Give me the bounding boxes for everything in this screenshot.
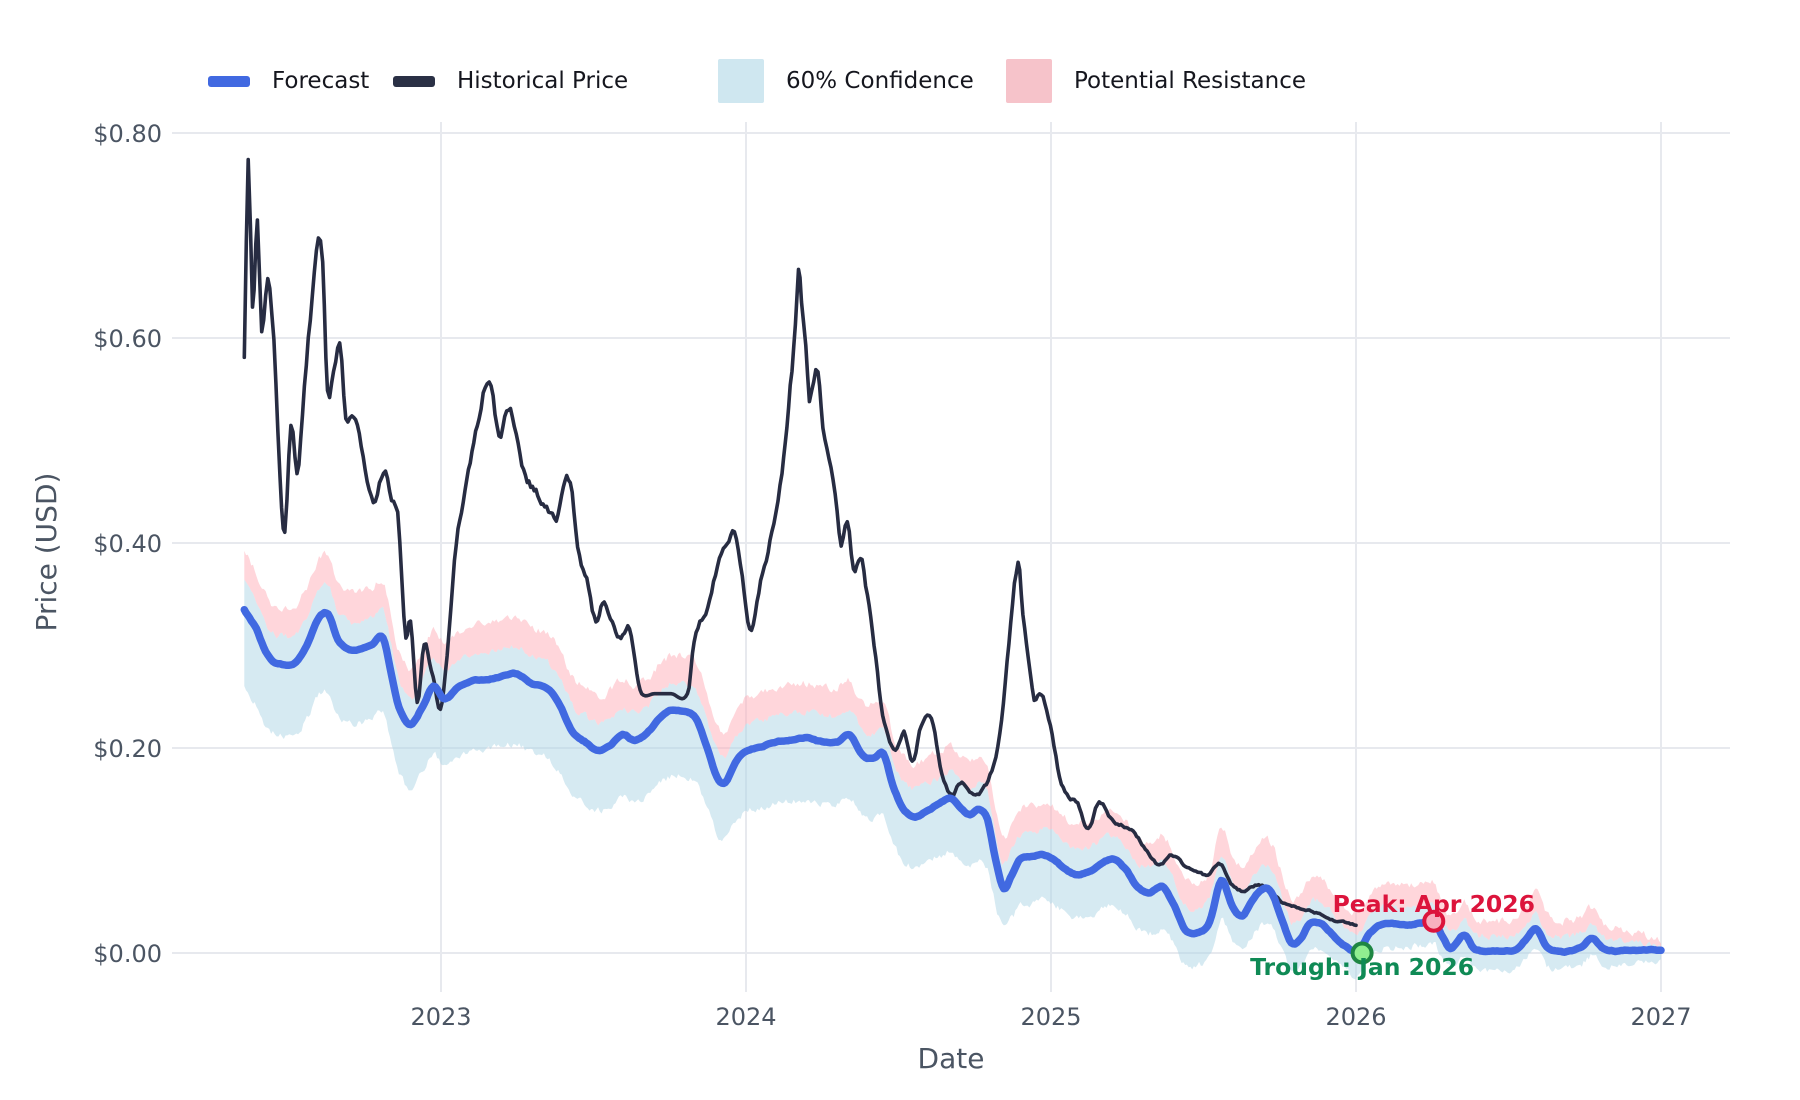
grid-layer — [172, 122, 1730, 992]
confidence-band-swatch-icon — [718, 59, 764, 103]
legend-label-forecast: Forecast — [272, 68, 370, 94]
y-tick-label: $0.80 — [93, 120, 162, 148]
plot-layer — [240, 157, 1665, 980]
confidence-band — [244, 579, 1661, 980]
legend-label-confidence: 60% Confidence — [786, 68, 974, 94]
trough-annotation: Trough: Jan 2026 — [1250, 953, 1474, 981]
resistance-band — [244, 550, 1661, 948]
y-tick-label: $0.00 — [93, 940, 162, 968]
y-tick-label: $0.40 — [93, 530, 162, 558]
trough-marker — [1350, 941, 1374, 965]
legend-item-forecast[interactable]: Forecast — [208, 58, 369, 104]
x-tick-label: 2023 — [410, 1003, 471, 1031]
x-tick-label: 2025 — [1020, 1003, 1081, 1031]
historical-price-line — [242, 157, 1358, 928]
legend-label-resistance: Potential Resistance — [1074, 68, 1307, 94]
legend-item-confidence[interactable]: 60% Confidence — [718, 58, 974, 104]
peak-marker — [1422, 909, 1446, 933]
y-tick-label: $0.60 — [93, 325, 162, 353]
y-axis-title: Price (USD) — [30, 472, 63, 632]
y-tick-label: $0.20 — [93, 735, 162, 763]
x-tick-label: 2027 — [1630, 1003, 1691, 1031]
x-tick-label: 2026 — [1325, 1003, 1386, 1031]
legend-item-resistance[interactable]: Potential Resistance — [1006, 58, 1306, 104]
legend-item-historical-price[interactable]: Historical Price — [393, 58, 628, 104]
resistance-band-swatch-icon — [1006, 59, 1052, 103]
historical-line-swatch-icon — [393, 75, 435, 87]
x-tick-label: 2024 — [715, 1003, 776, 1031]
x-axis-title: Date — [917, 1042, 985, 1075]
legend-label-historical-price: Historical Price — [457, 68, 629, 94]
peak-annotation: Peak: Apr 2026 — [1333, 890, 1535, 918]
forecast-line-swatch-icon — [208, 75, 250, 87]
